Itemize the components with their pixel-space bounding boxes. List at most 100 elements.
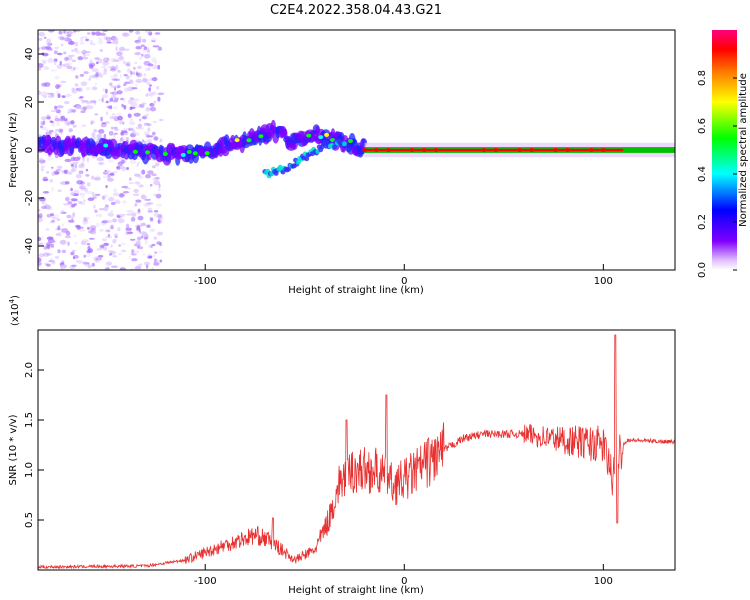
heat-noise-cell (43, 245, 48, 250)
heat-noise-cell (71, 59, 76, 63)
heat-peak-cell (234, 138, 240, 143)
top-xlabel: Height of straight line (km) (288, 285, 424, 296)
heat-noise-cell (70, 198, 78, 202)
heat-noise-cell (80, 110, 86, 113)
heat-noise-cell (146, 81, 151, 86)
heat-noise-cell (122, 45, 125, 51)
heat-noise-cell (81, 124, 87, 128)
heat-noise-cell (54, 105, 58, 110)
heat-noise-cell (53, 214, 60, 219)
heat-noise-cell (49, 179, 53, 183)
heat-noise-cell (119, 119, 124, 125)
heat-noise-cell (130, 238, 136, 241)
heat-peak-cell (192, 151, 198, 156)
heat-noise-cell (127, 113, 132, 118)
heat-noise-cell (62, 95, 66, 98)
heat-noise-cell (134, 265, 142, 270)
heat-noise-cell (106, 57, 110, 61)
heat-noise-cell (38, 68, 42, 71)
heat-noise-cell (54, 117, 58, 121)
heat-noise-cell (75, 163, 77, 169)
heat-steady-peak (565, 148, 570, 152)
heat-noise-cell (38, 63, 44, 69)
heat-noise-cell (157, 92, 165, 96)
heat-noise-cell (82, 106, 87, 111)
heat-noise-cell (131, 87, 138, 90)
heat-noise-cell (137, 236, 142, 241)
heat-noise-cell (85, 53, 90, 57)
heat-noise-cell (144, 202, 151, 207)
colorbar-ticks: 0.0 0.2 0.4 0.6 0.8 (697, 70, 737, 278)
heat-noise-cell (131, 249, 134, 254)
heat-noise-cell (57, 232, 62, 237)
heat-noise-cell (157, 214, 163, 219)
heat-noise-cell (107, 212, 114, 217)
top-y-tick-label: -20 (24, 190, 35, 206)
heat-noise-cell (152, 165, 156, 169)
heat-noise-cell (61, 228, 69, 233)
heat-noise-cell (65, 230, 71, 236)
heat-noise-cell (80, 41, 85, 45)
heat-noise-cell (137, 36, 142, 40)
heat-noise-cell (45, 228, 50, 231)
heat-noise-cell (68, 40, 75, 45)
heat-noise-cell (101, 220, 109, 224)
heat-noise-cell (38, 32, 45, 37)
heat-noise-cell (120, 131, 125, 136)
colorbar (712, 30, 737, 270)
heat-noise-cell (47, 58, 55, 63)
heat-noise-cell (40, 125, 44, 129)
heat-noise-cell (94, 101, 97, 105)
heat-noise-cell (121, 185, 129, 189)
heat-noise-cell (102, 72, 107, 75)
heat-noise-cell (43, 36, 47, 39)
heat-noise-cell (43, 66, 50, 70)
heat-noise-cell (82, 239, 89, 243)
heat-noise-cell (87, 227, 90, 230)
heat-noise-cell (97, 37, 103, 40)
heat-noise-cell (50, 220, 56, 223)
heat-noise-cell (128, 128, 131, 131)
bottom-y-tick-label: 0.5 (24, 512, 35, 528)
heat-noise-cell (147, 123, 152, 127)
heat-noise-cell (63, 101, 70, 105)
heat-noise-cell (85, 174, 90, 177)
heat-noise-cell (91, 262, 96, 267)
heat-noise-cell (82, 219, 88, 225)
heat-noise-cell (128, 30, 134, 33)
heat-noise-cell (91, 175, 95, 180)
heat-noise-cell (107, 250, 114, 253)
heat-noise-cell (159, 219, 163, 224)
heat-noise-cell (46, 244, 51, 250)
heat-noise-cell (40, 116, 48, 121)
heat-noise-cell (159, 138, 163, 142)
heat-noise-cell (158, 250, 163, 254)
heat-noise-cell (143, 203, 149, 207)
heat-noise-cell (115, 126, 118, 130)
heat-noise-cell (110, 210, 114, 213)
heat-noise-cell (147, 63, 154, 67)
heat-noise-cell (135, 103, 141, 109)
heat-noise-cell (119, 73, 122, 78)
heat-noise-cell (70, 192, 75, 196)
heat-noise-cell (103, 206, 109, 212)
heat-noise-cell (149, 216, 154, 221)
heat-noise-cell (75, 87, 82, 92)
colorbar-label: Normalized spectral amplitude (738, 73, 749, 227)
heat-noise-cell (47, 94, 54, 99)
heat-noise-cell (74, 83, 79, 87)
heat-noise-cell (72, 249, 76, 253)
heat-noise-cell (81, 36, 88, 39)
heat-noise-cell (42, 120, 46, 125)
bottom-ticks: -100 0 100 0.5 1.0 1.5 2.0 (24, 362, 613, 587)
heat-noise-cell (97, 39, 104, 45)
heat-noise-cell (159, 259, 163, 263)
heat-noise-cell (143, 73, 147, 77)
heat-noise-cell (109, 172, 115, 176)
heat-noise-cell (51, 186, 54, 192)
heat-noise-cell (143, 140, 147, 145)
heat-noise-cell (117, 69, 121, 73)
heat-noise-cell (38, 236, 42, 242)
heat-noise-cell (115, 64, 119, 70)
heat-noise-cell (112, 188, 118, 193)
